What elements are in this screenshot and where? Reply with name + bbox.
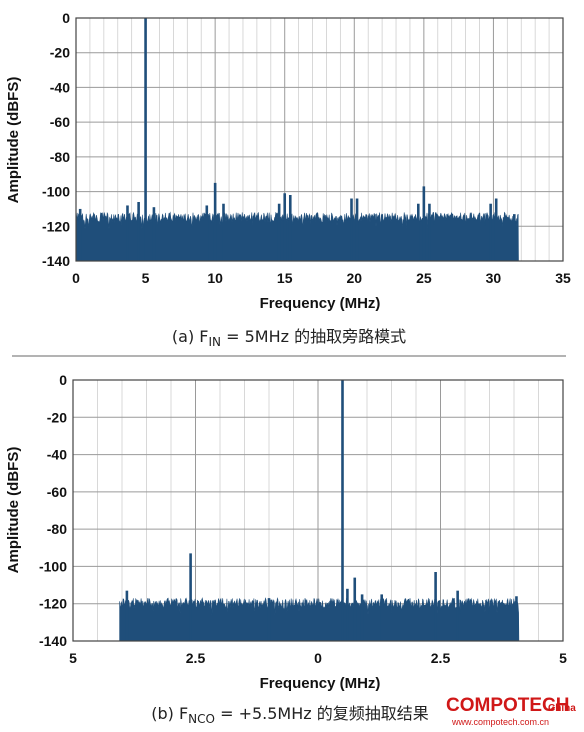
chart-b-x-label: Frequency (MHz) xyxy=(260,675,381,692)
x-tick-label: 35 xyxy=(555,270,571,286)
chart-a-x-ticks: 0 5 10 15 20 25 30 35 xyxy=(72,270,571,286)
noise-floor xyxy=(75,211,519,262)
x-tick-label: 0 xyxy=(72,270,80,286)
chart-a: 0 -20 -40 -60 -80 -100 -120 -140 0 5 10 15 20 25 30 35… xyxy=(5,10,571,349)
y-tick-label: -120 xyxy=(39,596,67,612)
chart-a-y-label: Amplitude (dBFS) xyxy=(5,77,22,204)
x-tick-label: 30 xyxy=(486,270,502,286)
y-tick-label: 0 xyxy=(62,10,70,26)
chart-a-frame xyxy=(75,17,564,262)
y-tick-label: -20 xyxy=(50,45,70,61)
chart-a-y-ticks: 0 -20 -40 -60 -80 -100 -120 -140 xyxy=(42,10,70,269)
x-tick-label: 10 xyxy=(207,270,223,286)
x-tick-label: 5 xyxy=(559,650,567,666)
chart-b-x-ticks: 5 2.5 0 2.5 5 xyxy=(69,650,567,666)
y-tick-label: -140 xyxy=(42,253,70,269)
x-tick-label: 5 xyxy=(142,270,150,286)
watermark: COMPOTECH China www.compotech.com.cn xyxy=(446,695,576,727)
chart-b-series xyxy=(119,380,520,642)
y-tick-label: -60 xyxy=(47,484,67,500)
chart-a-series xyxy=(75,18,519,262)
y-tick-label: -100 xyxy=(42,184,70,200)
y-tick-label: -80 xyxy=(50,149,70,165)
y-tick-label: -20 xyxy=(47,409,67,425)
x-tick-label: 5 xyxy=(69,650,77,666)
watermark-suffix: China xyxy=(548,703,576,714)
y-tick-label: -80 xyxy=(47,521,67,537)
watermark-url: www.compotech.com.cn xyxy=(451,717,549,727)
x-tick-label: 0 xyxy=(314,650,322,666)
x-tick-label: 15 xyxy=(277,270,293,286)
chart-b-y-label: Amplitude (dBFS) xyxy=(5,447,22,574)
y-tick-label: -40 xyxy=(50,79,70,95)
y-tick-label: -140 xyxy=(39,633,67,649)
x-tick-label: 2.5 xyxy=(431,650,451,666)
y-tick-label: 0 xyxy=(59,372,67,388)
x-tick-label: 2.5 xyxy=(186,650,206,666)
chart-b-y-ticks: 0 -20 -40 -60 -80 -100 -120 -140 xyxy=(39,372,67,649)
y-tick-label: -60 xyxy=(50,114,70,130)
chart-a-caption: (a) FIN = 5MHz 的抽取旁路模式 xyxy=(172,327,406,349)
y-tick-label: -100 xyxy=(39,558,67,574)
noise-floor xyxy=(119,597,520,642)
watermark-brand: COMPOTECH xyxy=(446,695,570,716)
chart-a-x-label: Frequency (MHz) xyxy=(260,295,381,312)
x-tick-label: 20 xyxy=(346,270,362,286)
chart-b-frame xyxy=(72,379,564,642)
chart-b-caption: (b) FNCO = +5.5MHz 的复频抽取结果 xyxy=(151,704,429,726)
x-tick-label: 25 xyxy=(416,270,432,286)
chart-b: 0 -20 -40 -60 -80 -100 -120 -140 5 2.5 0 2.5 5 Freq… xyxy=(5,372,567,726)
y-tick-label: -120 xyxy=(42,218,70,234)
y-tick-label: -40 xyxy=(47,447,67,463)
